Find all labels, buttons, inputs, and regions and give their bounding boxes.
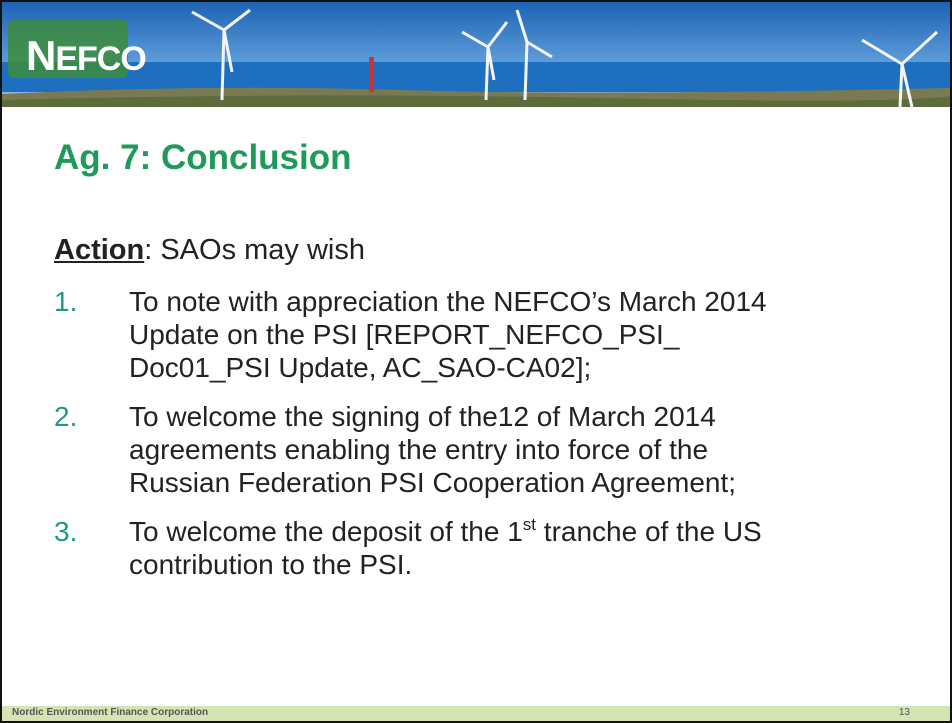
item-line: Doc01_PSI Update, AC_SAO-CA02]; <box>129 352 592 383</box>
footer: Nordic Environment Finance Corporation 1… <box>2 706 950 721</box>
logo-initial: N <box>26 32 56 79</box>
superscript: st <box>522 515 537 534</box>
text: tranche of the US <box>536 516 762 547</box>
header-image <box>2 2 950 107</box>
slide-title: Ag. 7: Conclusion <box>54 138 352 177</box>
logo: NEFCO <box>26 32 147 80</box>
text: To welcome the deposit of the 1 <box>129 516 523 547</box>
item-line: agreements enabling the entry into force… <box>129 434 709 465</box>
action-line: Action: SAOs may wish <box>54 234 365 267</box>
item-line: contribution to the PSI. <box>129 549 413 580</box>
page-number: 13 <box>898 707 910 718</box>
item-line: Update on the PSI [REPORT_NEFCO_PSI_ <box>129 319 680 350</box>
action-text: : SAOs may wish <box>144 234 365 266</box>
item-number: 3. <box>54 516 78 547</box>
item-number: 1. <box>54 286 78 317</box>
item-line: To note with appreciation the NEFCO’s Ma… <box>129 286 767 317</box>
item-line: To welcome the deposit of the 1st tranch… <box>129 515 762 548</box>
footer-organization: Nordic Environment Finance Corporation <box>12 707 209 718</box>
action-label: Action <box>54 234 145 266</box>
item-line: Russian Federation PSI Cooperation Agree… <box>129 467 737 498</box>
logo-text: EFCO <box>55 40 146 78</box>
item-number: 2. <box>54 401 78 432</box>
item-line: To welcome the signing of the12 of March… <box>129 401 716 432</box>
